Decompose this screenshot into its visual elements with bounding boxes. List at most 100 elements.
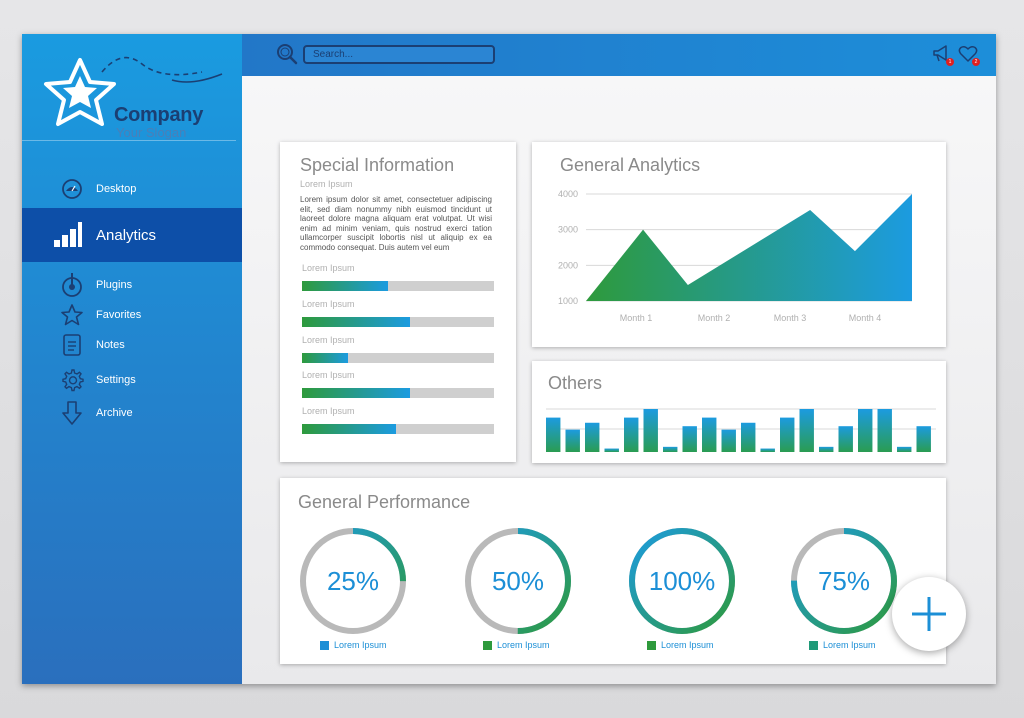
sidebar-item-archive[interactable]: Archive: [22, 398, 242, 428]
sidebar-item-label: Analytics: [96, 226, 157, 244]
progress-bar: [302, 281, 494, 291]
bar: [565, 429, 580, 452]
donut-value: 100%: [648, 565, 716, 596]
donut-chart: 25%: [298, 526, 408, 636]
star-icon: [60, 303, 84, 327]
donut-value: 75%: [817, 565, 871, 596]
progress-fill: [302, 353, 349, 363]
bar: [624, 417, 639, 452]
bar: [760, 448, 775, 452]
general-performance-card: General Performance 25% Lorem Ipsum 50% …: [280, 478, 946, 664]
x-tick-label: Month 1: [620, 313, 653, 323]
heart-icon[interactable]: 2: [958, 44, 980, 66]
donut-value: 25%: [326, 565, 380, 596]
bar: [877, 409, 892, 452]
sidebar-item-notes[interactable]: Notes: [22, 330, 242, 360]
x-tick-label: Month 2: [698, 313, 731, 323]
card-subtitle: Lorem Ipsum: [300, 179, 353, 189]
y-tick-label: 4000: [558, 189, 578, 199]
legend-item: Lorem Ipsum: [483, 640, 550, 650]
progress-fill: [302, 424, 397, 434]
sidebar-item-label: Notes: [96, 339, 125, 351]
gear-icon: [60, 368, 84, 392]
progress-bar: [302, 353, 494, 363]
card-body-text: Lorem ipsum dolor sit amet, consectetuer…: [300, 195, 492, 252]
legend-label: Lorem Ipsum: [661, 640, 714, 650]
bar: [741, 422, 756, 452]
bar: [897, 446, 912, 452]
donut-chart: 75%: [789, 526, 899, 636]
y-tick-label: 2000: [558, 260, 578, 270]
sidebar-item-label: Desktop: [96, 183, 137, 195]
legend-item: Lorem Ipsum: [320, 640, 387, 650]
bar: [799, 409, 814, 452]
legend-swatch: [809, 640, 818, 650]
progress-label: Lorem Ipsum: [302, 370, 355, 380]
bar: [546, 417, 561, 452]
app-window: Company Your Slogan Desktop Analytics Pl…: [22, 34, 996, 684]
bar: [916, 426, 931, 452]
bar: [819, 446, 834, 452]
top-bar: 1 2: [242, 34, 996, 76]
desktop-gauge-icon: [60, 177, 84, 201]
bar: [838, 426, 853, 452]
legend-label: Lorem Ipsum: [497, 640, 550, 650]
sidebar-item-desktop[interactable]: Desktop: [22, 174, 242, 204]
sidebar-item-label: Favorites: [96, 309, 142, 321]
legend-label: Lorem Ipsum: [823, 640, 876, 650]
archive-arrow-icon: [60, 401, 84, 425]
progress-bar: [302, 317, 494, 327]
legend-label: Lorem Ipsum: [334, 640, 387, 650]
favorites-badge: 2: [972, 58, 980, 66]
area-series: [586, 194, 912, 301]
card-title: Special Information: [300, 155, 455, 175]
legend-swatch: [320, 640, 329, 650]
x-tick-label: Month 3: [774, 313, 807, 323]
progress-fill: [302, 317, 410, 327]
sidebar-item-label: Settings: [96, 374, 136, 386]
special-information-card: Special Information Lorem Ipsum Lorem ip…: [280, 142, 516, 462]
legend-swatch: [647, 640, 656, 650]
plus-icon: [912, 597, 946, 631]
search-icon[interactable]: [276, 43, 298, 65]
donut-arc: [791, 528, 897, 634]
sidebar-item-plugins[interactable]: Plugins: [22, 270, 242, 300]
add-button[interactable]: [892, 577, 966, 651]
brand-logo: Company Your Slogan: [42, 52, 242, 147]
legend-item: Lorem Ipsum: [647, 640, 714, 650]
progress-bar: [302, 424, 494, 434]
x-tick-label: Month 4: [849, 313, 882, 323]
legend-swatch: [483, 640, 492, 650]
progress-bar: [302, 388, 494, 398]
y-tick-label: 3000: [558, 225, 578, 235]
notification-badge: 1: [946, 58, 954, 66]
bar: [682, 426, 697, 452]
progress-label: Lorem Ipsum: [302, 263, 355, 273]
company-slogan: Your Slogan: [116, 125, 187, 140]
card-title: General Performance: [298, 492, 471, 512]
general-analytics-card: General Analytics 1000 2000 3000 4000 Month …: [532, 142, 946, 347]
sidebar-item-label: Archive: [96, 407, 133, 419]
sidebar-item-analytics[interactable]: Analytics: [22, 208, 242, 262]
bar: [858, 409, 873, 452]
sidebar-item-settings[interactable]: Settings: [22, 365, 242, 395]
bar: [780, 417, 795, 452]
donut-arc: [300, 528, 406, 634]
donut-arc: [629, 528, 735, 634]
bar-chart: [546, 408, 936, 452]
sidebar-item-favorites[interactable]: Favorites: [22, 300, 242, 330]
bar: [663, 446, 678, 452]
bar: [585, 422, 600, 452]
bar: [702, 417, 717, 452]
donut-chart: 50%: [463, 526, 573, 636]
area-chart: 1000 2000 3000 4000 Month 1 Month 2 Month 3 Mon…: [558, 189, 912, 323]
donut-chart: 100%: [627, 526, 737, 636]
megaphone-icon[interactable]: 1: [932, 44, 954, 66]
progress-label: Lorem Ipsum: [302, 335, 355, 345]
sidebar-divider: [22, 140, 236, 141]
main-content: Special Information Lorem Ipsum Lorem ip…: [242, 76, 996, 684]
bar: [721, 429, 736, 452]
search-input[interactable]: [303, 45, 495, 64]
progress-fill: [302, 388, 410, 398]
donut-arc: [465, 528, 571, 634]
